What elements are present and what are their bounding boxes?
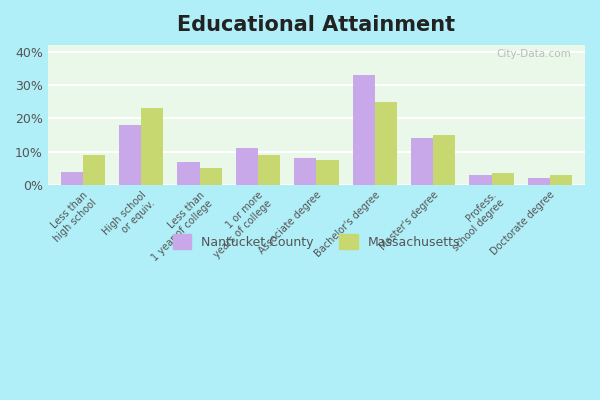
Legend: Nantucket County, Massachusetts: Nantucket County, Massachusetts <box>167 229 465 254</box>
Bar <box>433 135 455 185</box>
Bar <box>491 173 514 185</box>
Bar <box>469 175 491 185</box>
Bar <box>83 155 105 185</box>
Bar <box>141 108 163 185</box>
Bar <box>294 158 316 185</box>
Bar <box>258 155 280 185</box>
Bar <box>353 75 375 185</box>
Title: Educational Attainment: Educational Attainment <box>178 15 455 35</box>
Bar <box>316 160 338 185</box>
Bar <box>178 162 200 185</box>
Bar <box>236 148 258 185</box>
Bar <box>200 168 222 185</box>
Text: City-Data.com: City-Data.com <box>497 49 572 59</box>
Bar <box>61 172 83 185</box>
Bar <box>411 138 433 185</box>
Bar <box>375 102 397 185</box>
Bar <box>528 178 550 185</box>
Bar <box>119 125 141 185</box>
Bar <box>550 175 572 185</box>
